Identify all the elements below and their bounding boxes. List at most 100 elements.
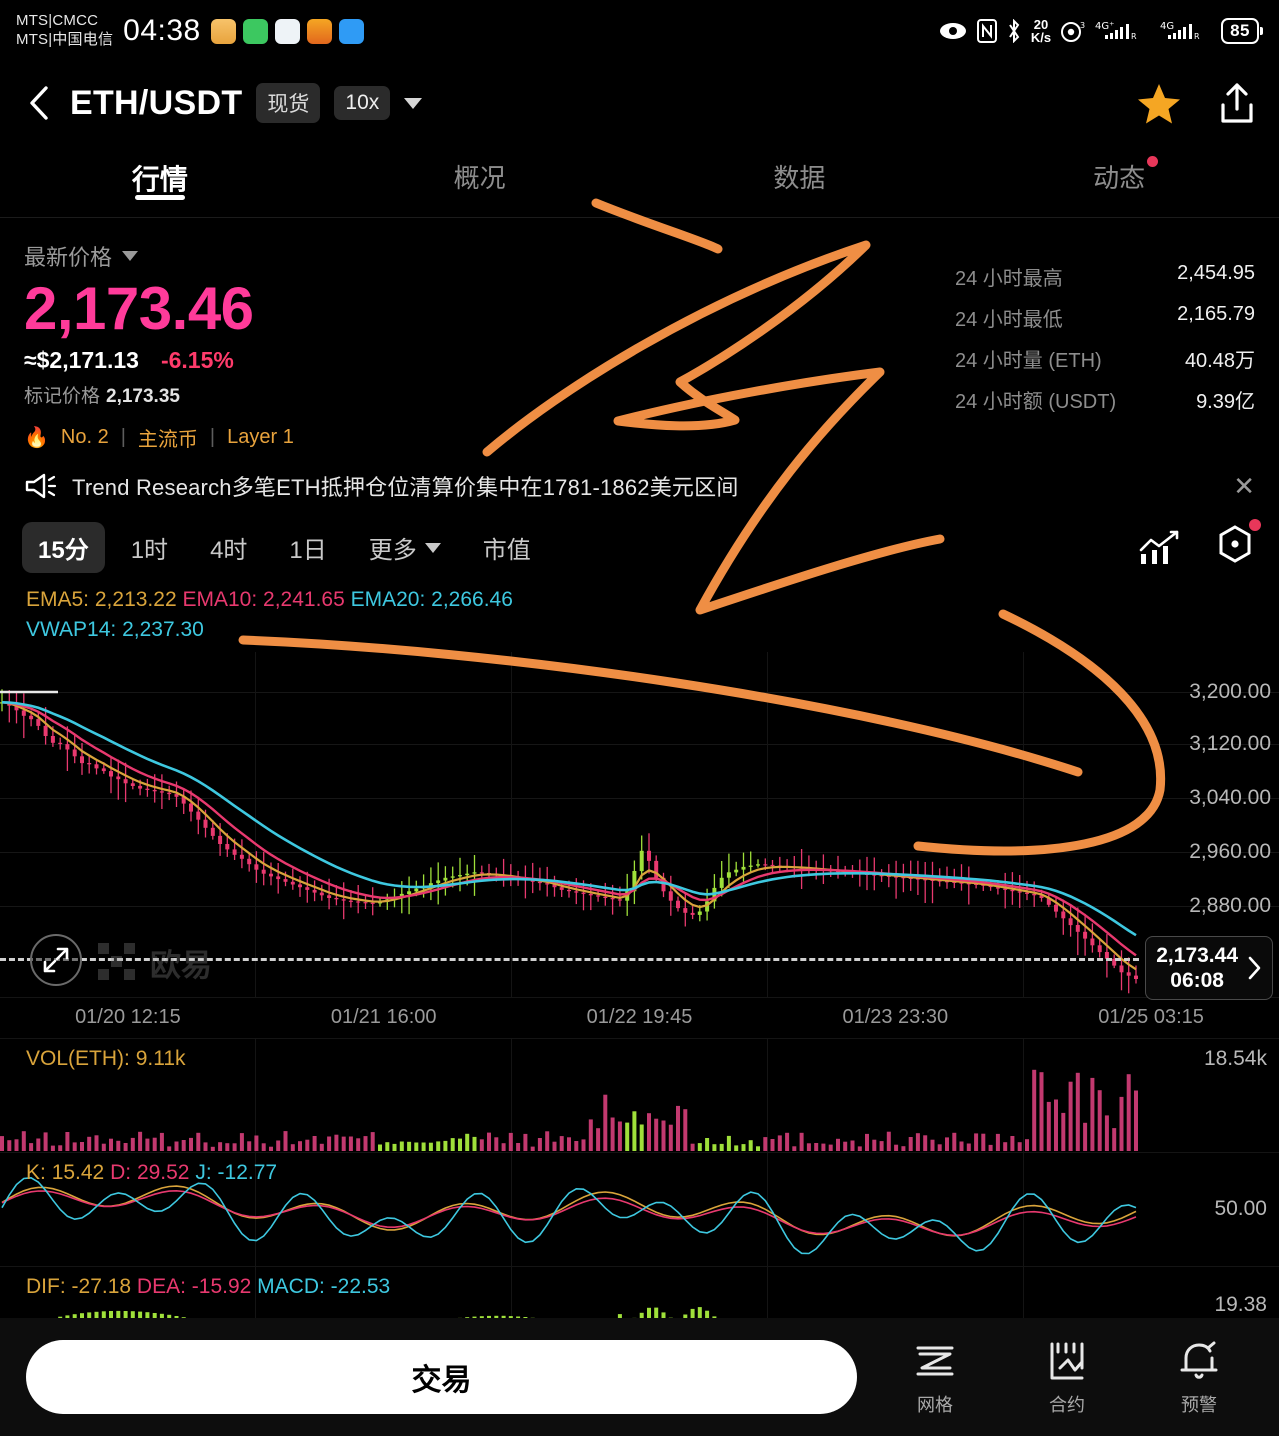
volume-max-label: 18.54k — [1203, 1046, 1267, 1070]
grid-line-vertical — [767, 1266, 768, 1332]
tab-news-label: 动态 — [1093, 163, 1146, 193]
stat-value-high: 2,454.95 — [1177, 262, 1255, 284]
kdj-panel[interactable]: K: 15.42 D: 29.52 J: -12.77 50.00 — [0, 1152, 1279, 1267]
star-icon[interactable] — [1137, 82, 1181, 124]
timeframe-1d[interactable]: 1日 — [289, 537, 327, 564]
timeframe-4h[interactable]: 4时 — [210, 537, 248, 564]
chart-area[interactable]: EMA5: 2,213.22 EMA10: 2,241.65 EMA20: 2,… — [0, 583, 1279, 1039]
settings-badge-dot — [1249, 519, 1261, 531]
alert-button[interactable]: 预警 — [1145, 1338, 1253, 1417]
ema20-value: 2,266.46 — [431, 588, 513, 611]
timeframe-1h[interactable]: 1时 — [130, 537, 169, 564]
x-axis: 01/20 12:15 01/21 16:00 01/22 19:45 01/2… — [0, 996, 1279, 1039]
signal-4g-plus-icon: 4G⁺ R — [1095, 21, 1137, 41]
x-tick-label: 01/22 19:45 — [586, 1006, 693, 1029]
status-indicators: 20 K/s 3 4G⁺ R 4G R 85 — [938, 18, 1263, 44]
stat-value-low: 2,165.79 — [1177, 303, 1255, 325]
qq-app-icon — [274, 18, 300, 44]
announcement-text: Trend Research多笔ETH抵押仓位清算价集中在1781-1862美元… — [72, 475, 739, 500]
ema5-value: 2,213.22 — [94, 588, 177, 611]
volume-panel[interactable]: VOL(ETH): 9.11k 18.54k — [0, 1038, 1279, 1153]
kdj-k-label: K: — [26, 1160, 46, 1184]
grid-line-vertical — [255, 1038, 256, 1152]
chart-line-bars-icon[interactable] — [1137, 528, 1183, 568]
battery-indicator: 85 — [1221, 18, 1263, 44]
fire-icon: 🔥 — [24, 427, 49, 449]
stat-label-turnover: 24 小时额 (USDT) — [955, 391, 1117, 413]
x-tick-label: 01/21 16:00 — [330, 1006, 437, 1029]
tab-data[interactable]: 数据 — [640, 144, 960, 195]
x-tick-label: 01/20 12:15 — [75, 1006, 181, 1029]
grid-line-vertical — [255, 1152, 256, 1266]
close-icon[interactable]: ✕ — [1233, 470, 1255, 501]
mail-app-icon — [306, 18, 332, 44]
announcement-banner[interactable]: Trend Research多笔ETH抵押仓位清算价集中在1781-1862美元… — [0, 452, 1279, 516]
timeframe-more[interactable]: 更多 — [353, 522, 457, 573]
coin-tags: 🔥 No. 2 | 主流币 | Layer 1 — [24, 423, 294, 452]
page-header: ETH/USDT 现货 10x — [0, 62, 1279, 144]
grid-line-vertical — [511, 1266, 512, 1332]
tab-overview-label: 概况 — [453, 163, 506, 193]
grid-button[interactable]: 网格 — [881, 1338, 989, 1417]
stat-row-low: 24 小时最低 2,165.79 — [955, 303, 1255, 332]
mark-price-label: 标记价格 — [24, 386, 101, 407]
candlestick-chart[interactable]: 3,200.00 3,120.00 3,040.00 2,960.00 2,88… — [0, 651, 1279, 1001]
back-button[interactable] — [22, 86, 56, 120]
fullscreen-button[interactable] — [30, 933, 82, 986]
market-type-chip[interactable]: 现货 — [256, 83, 321, 123]
wechat-app-icon — [242, 18, 268, 44]
tag-layer1[interactable]: Layer 1 — [227, 426, 294, 448]
kdj-lines-svg — [1, 1176, 1137, 1255]
kdj-j-label: J: — [195, 1160, 212, 1184]
grid-line — [0, 851, 1279, 853]
leverage-chip[interactable]: 10x — [334, 86, 391, 120]
chart-tool-buttons — [1137, 519, 1261, 572]
bluetooth-icon — [1009, 19, 1020, 43]
volume-bars-svg — [0, 1069, 1138, 1151]
grid-line-vertical — [255, 1266, 256, 1332]
timeframe-15m[interactable]: 15分 — [22, 522, 105, 573]
volume-value: 9.11k — [135, 1046, 186, 1070]
current-price-marker[interactable]: 2,173.44 06:08 — [1145, 935, 1273, 1001]
y-tick-label: 2,880.00 — [1189, 893, 1271, 917]
tag-separator: | — [120, 426, 126, 448]
kdj-j-value: -12.77 — [217, 1160, 278, 1184]
macd-dif-value: -27.18 — [71, 1274, 132, 1298]
contract-chart-icon — [1050, 1342, 1084, 1379]
macd-legend: DIF: -27.18 DEA: -15.92 MACD: -22.53 — [26, 1275, 390, 1299]
rank-tag[interactable]: No. 2 — [60, 426, 109, 448]
signal-4g-icon: 4G R — [1160, 21, 1200, 41]
chevron-right-icon[interactable] — [1246, 955, 1262, 981]
grid-line-vertical — [511, 1152, 512, 1266]
last-price-selector[interactable]: 最新价格 — [24, 240, 294, 272]
contract-button[interactable]: 合约 — [1013, 1338, 1121, 1417]
hexagon-settings-icon[interactable] — [1213, 523, 1257, 567]
last-price-value: 2,173.46 — [24, 275, 254, 342]
tab-news[interactable]: 动态 — [959, 144, 1279, 195]
chevron-down-icon[interactable] — [404, 97, 423, 109]
svg-text:3: 3 — [1080, 21, 1085, 30]
tab-market[interactable]: 行情 — [0, 144, 320, 198]
grid-line-vertical — [767, 1152, 768, 1266]
ema20-label: EMA20: — [350, 588, 426, 611]
data-rate-indicator: 20 K/s — [1030, 17, 1052, 45]
svg-text:R: R — [1194, 32, 1200, 41]
svg-text:4G⁺: 4G⁺ — [1095, 21, 1114, 32]
chevron-down-icon — [424, 542, 441, 553]
ema10-label: EMA10: — [182, 588, 258, 611]
tab-overview[interactable]: 概况 — [320, 144, 640, 195]
current-price-line — [0, 957, 1139, 961]
timeframe-marketcap[interactable]: 市值 — [482, 537, 531, 564]
share-icon[interactable] — [1217, 81, 1257, 125]
stat-label-volume: 24 小时量 (ETH) — [955, 350, 1102, 372]
chevron-left-icon — [30, 86, 48, 120]
tag-mainstream[interactable]: 主流币 — [137, 429, 198, 451]
tag-separator-2: | — [209, 426, 216, 448]
carrier-label: MTS|CMCC MTS|中国电信 — [16, 12, 113, 50]
grid-line-vertical — [511, 651, 512, 997]
trade-button[interactable]: 交易 — [26, 1340, 857, 1414]
price-block: 最新价格 2,173.46 ≈$2,171.13 -6.15% 标记价格 2,17… — [24, 240, 294, 452]
bell-alert-icon — [1180, 1341, 1218, 1379]
x-tick-label: 01/25 03:15 — [1098, 1006, 1204, 1029]
grid-line-vertical — [255, 651, 256, 997]
